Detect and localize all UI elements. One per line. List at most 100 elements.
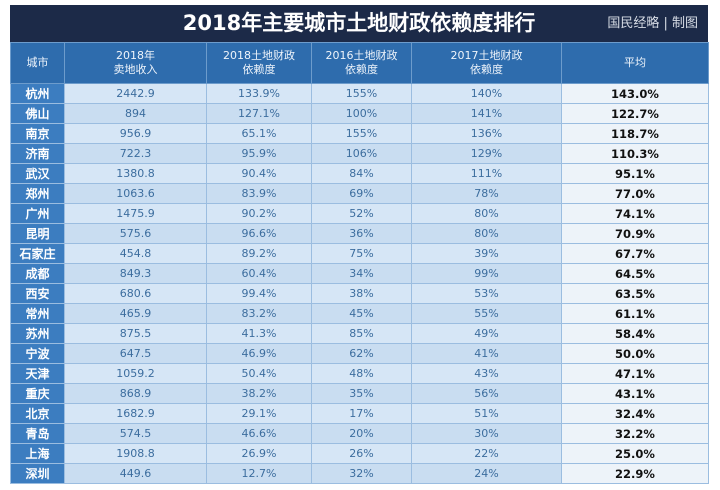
city-cell: 郑州 <box>10 183 65 204</box>
table-row: 深圳 449.6 12.7% 32% 24% 22.9% <box>10 463 709 484</box>
value-cell: 55% <box>411 303 562 324</box>
average-cell: 32.4% <box>561 403 709 424</box>
value-cell: 53% <box>411 283 562 304</box>
value-cell: 46.6% <box>206 423 312 444</box>
value-cell: 41.3% <box>206 323 312 344</box>
table-row: 宁波 647.5 46.9% 62% 41% 50.0% <box>10 343 709 364</box>
value-cell: 38% <box>311 283 412 304</box>
value-cell: 49% <box>411 323 562 344</box>
column-header: 2018年 卖地收入 <box>64 42 207 84</box>
value-cell: 36% <box>311 223 412 244</box>
value-cell: 24% <box>411 463 562 484</box>
average-cell: 58.4% <box>561 323 709 344</box>
value-cell: 65.1% <box>206 123 312 144</box>
average-cell: 67.7% <box>561 243 709 264</box>
table-row: 青岛 574.5 46.6% 20% 30% 32.2% <box>10 423 709 444</box>
value-cell: 106% <box>311 143 412 164</box>
table-row: 广州 1475.9 90.2% 52% 80% 74.1% <box>10 203 709 224</box>
city-cell: 济南 <box>10 143 65 164</box>
table-row: 杭州 2442.9 133.9% 155% 140% 143.0% <box>10 83 709 104</box>
value-cell: 84% <box>311 163 412 184</box>
value-cell: 574.5 <box>64 423 207 444</box>
value-cell: 155% <box>311 83 412 104</box>
value-cell: 78% <box>411 183 562 204</box>
value-cell: 45% <box>311 303 412 324</box>
table-row: 昆明 575.6 96.6% 36% 80% 70.9% <box>10 223 709 244</box>
average-cell: 77.0% <box>561 183 709 204</box>
value-cell: 1063.6 <box>64 183 207 204</box>
ranking-table: 城市 2018年 卖地收入 2018土地财政 依赖度 2016土地财政 依赖度 2017土地财… <box>10 42 709 484</box>
city-cell: 青岛 <box>10 423 65 444</box>
city-cell: 天津 <box>10 363 65 384</box>
city-cell: 常州 <box>10 303 65 324</box>
city-cell: 重庆 <box>10 383 65 404</box>
table-row: 佛山 894 127.1% 100% 141% 122.7% <box>10 103 709 124</box>
table-row: 南京 956.9 65.1% 155% 136% 118.7% <box>10 123 709 144</box>
table-row: 成都 849.3 60.4% 34% 99% 64.5% <box>10 263 709 284</box>
average-cell: 43.1% <box>561 383 709 404</box>
title-bar: 2018年主要城市土地财政依赖度排行 国民经略 | 制图 <box>10 5 708 42</box>
average-cell: 25.0% <box>561 443 709 464</box>
value-cell: 465.9 <box>64 303 207 324</box>
value-cell: 1475.9 <box>64 203 207 224</box>
value-cell: 1908.8 <box>64 443 207 464</box>
average-cell: 22.9% <box>561 463 709 484</box>
value-cell: 133.9% <box>206 83 312 104</box>
value-cell: 2442.9 <box>64 83 207 104</box>
average-cell: 74.1% <box>561 203 709 224</box>
value-cell: 38.2% <box>206 383 312 404</box>
credit: 国民经略 | 制图 <box>607 16 698 31</box>
city-cell: 苏州 <box>10 323 65 344</box>
table-row: 苏州 875.5 41.3% 85% 49% 58.4% <box>10 323 709 344</box>
value-cell: 20% <box>311 423 412 444</box>
average-cell: 122.7% <box>561 103 709 124</box>
table-row: 郑州 1063.6 83.9% 69% 78% 77.0% <box>10 183 709 204</box>
value-cell: 34% <box>311 263 412 284</box>
value-cell: 17% <box>311 403 412 424</box>
table-row: 天津 1059.2 50.4% 48% 43% 47.1% <box>10 363 709 384</box>
value-cell: 39% <box>411 243 562 264</box>
value-cell: 41% <box>411 343 562 364</box>
table-row: 常州 465.9 83.2% 45% 55% 61.1% <box>10 303 709 324</box>
value-cell: 62% <box>311 343 412 364</box>
average-cell: 118.7% <box>561 123 709 144</box>
column-header: 2018土地财政 依赖度 <box>206 42 312 84</box>
table-row: 济南 722.3 95.9% 106% 129% 110.3% <box>10 143 709 164</box>
value-cell: 22% <box>411 443 562 464</box>
header-line: 2018年 <box>116 49 155 62</box>
value-cell: 722.3 <box>64 143 207 164</box>
value-cell: 868.9 <box>64 383 207 404</box>
value-cell: 48% <box>311 363 412 384</box>
header-row: 城市 2018年 卖地收入 2018土地财政 依赖度 2016土地财政 依赖度 2017土地财… <box>10 42 709 84</box>
value-cell: 95.9% <box>206 143 312 164</box>
value-cell: 26% <box>311 443 412 464</box>
value-cell: 90.2% <box>206 203 312 224</box>
column-header: 2016土地财政 依赖度 <box>311 42 412 84</box>
value-cell: 32% <box>311 463 412 484</box>
city-cell: 佛山 <box>10 103 65 124</box>
table-row: 武汉 1380.8 90.4% 84% 111% 95.1% <box>10 163 709 184</box>
value-cell: 1059.2 <box>64 363 207 384</box>
value-cell: 60.4% <box>206 263 312 284</box>
value-cell: 111% <box>411 163 562 184</box>
header-line: 卖地收入 <box>113 63 158 76</box>
header-line: 2016土地财政 <box>325 49 398 62</box>
value-cell: 80% <box>411 223 562 244</box>
value-cell: 83.2% <box>206 303 312 324</box>
city-cell: 宁波 <box>10 343 65 364</box>
average-cell: 110.3% <box>561 143 709 164</box>
title: 2018年主要城市土地财政依赖度排行 <box>182 11 536 35</box>
city-cell: 南京 <box>10 123 65 144</box>
city-cell: 西安 <box>10 283 65 304</box>
value-cell: 647.5 <box>64 343 207 364</box>
value-cell: 849.3 <box>64 263 207 284</box>
average-cell: 143.0% <box>561 83 709 104</box>
value-cell: 1380.8 <box>64 163 207 184</box>
header-line: 依赖度 <box>242 63 276 76</box>
value-cell: 30% <box>411 423 562 444</box>
city-cell: 深圳 <box>10 463 65 484</box>
column-header: 平均 <box>561 42 709 84</box>
value-cell: 1682.9 <box>64 403 207 424</box>
average-cell: 61.1% <box>561 303 709 324</box>
value-cell: 26.9% <box>206 443 312 464</box>
